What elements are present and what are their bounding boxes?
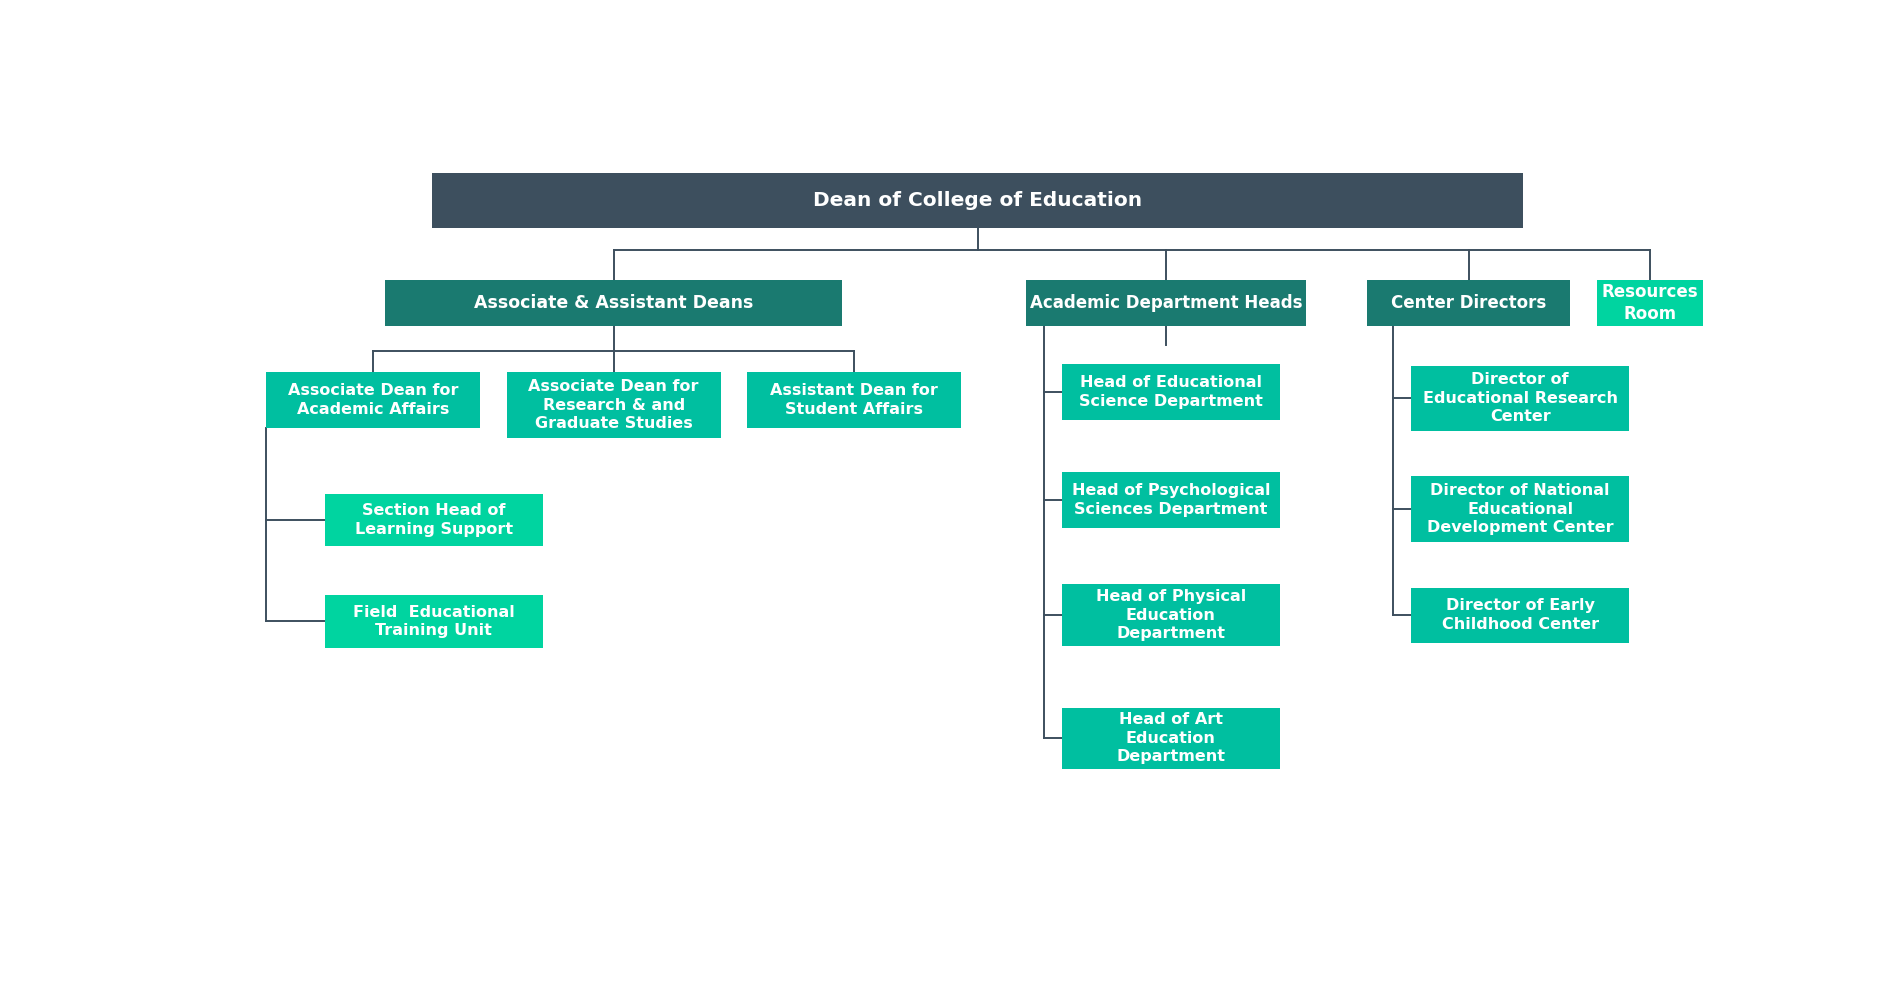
Text: Director of National
Educational
Development Center: Director of National Educational Develop… [1426,483,1613,535]
Text: Associate & Assistant Deans: Associate & Assistant Deans [474,294,753,312]
FancyBboxPatch shape [1061,365,1280,420]
Text: Center Directors: Center Directors [1390,294,1546,312]
Text: Head of Physical
Education
Department: Head of Physical Education Department [1096,589,1246,641]
FancyBboxPatch shape [1598,280,1702,326]
FancyBboxPatch shape [1061,584,1280,646]
FancyBboxPatch shape [384,280,843,326]
FancyBboxPatch shape [1061,473,1280,527]
FancyBboxPatch shape [1411,587,1630,643]
Text: Head of Art
Education
Department: Head of Art Education Department [1116,712,1225,764]
Text: Resources
Room: Resources Room [1601,283,1698,323]
FancyBboxPatch shape [1061,707,1280,769]
Text: Associate Dean for
Academic Affairs: Associate Dean for Academic Affairs [287,383,458,417]
FancyBboxPatch shape [1411,366,1630,431]
Text: Assistant Dean for
Student Affairs: Assistant Dean for Student Affairs [770,383,938,417]
FancyBboxPatch shape [1027,280,1307,326]
Text: Academic Department Heads: Academic Department Heads [1031,294,1303,312]
FancyBboxPatch shape [747,373,961,428]
FancyBboxPatch shape [1411,477,1630,542]
Text: Field  Educational
Training Unit: Field Educational Training Unit [354,604,515,638]
Text: Director of Early
Childhood Center: Director of Early Childhood Center [1442,598,1600,632]
Text: Section Head of
Learning Support: Section Head of Learning Support [356,503,514,536]
FancyBboxPatch shape [506,373,721,439]
Text: Dean of College of Education: Dean of College of Education [814,191,1143,210]
FancyBboxPatch shape [325,494,542,546]
Text: Head of Educational
Science Department: Head of Educational Science Department [1078,376,1263,409]
Text: Director of
Educational Research
Center: Director of Educational Research Center [1423,373,1619,425]
Text: Head of Psychological
Sciences Department: Head of Psychological Sciences Departmen… [1071,484,1271,516]
FancyBboxPatch shape [266,373,479,428]
FancyBboxPatch shape [325,595,542,647]
Text: Associate Dean for
Research & and
Graduate Studies: Associate Dean for Research & and Gradua… [529,380,698,432]
FancyBboxPatch shape [432,173,1524,229]
FancyBboxPatch shape [1368,280,1571,326]
